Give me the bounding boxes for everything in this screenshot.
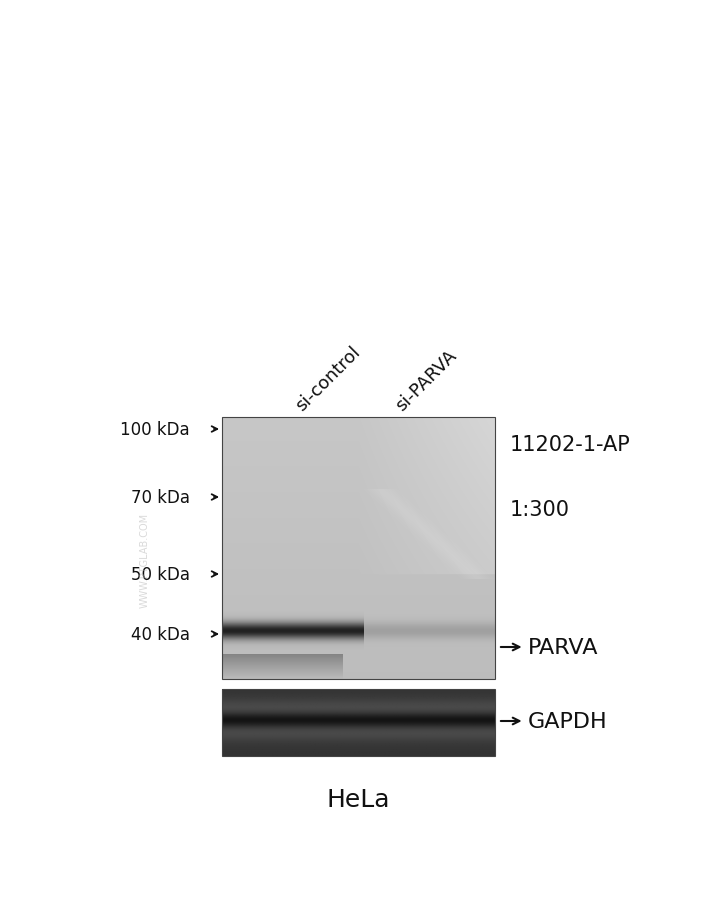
Text: 100 kDa: 100 kDa [120,420,190,438]
Bar [222,689,495,756]
Bar [222,418,495,679]
Text: HeLa: HeLa [326,787,390,811]
Text: PARVA: PARVA [528,638,599,658]
Text: 70 kDa: 70 kDa [131,489,190,506]
Text: WWW.PTGLAB.COM: WWW.PTGLAB.COM [140,511,150,607]
Text: 11202-1-AP: 11202-1-AP [510,435,631,455]
Text: 50 kDa: 50 kDa [131,566,190,584]
Text: 40 kDa: 40 kDa [131,625,190,643]
Text: si-control: si-control [292,343,364,415]
Text: GAPDH: GAPDH [528,711,608,732]
Text: 1:300: 1:300 [510,500,570,520]
Text: si-PARVA: si-PARVA [392,346,460,415]
